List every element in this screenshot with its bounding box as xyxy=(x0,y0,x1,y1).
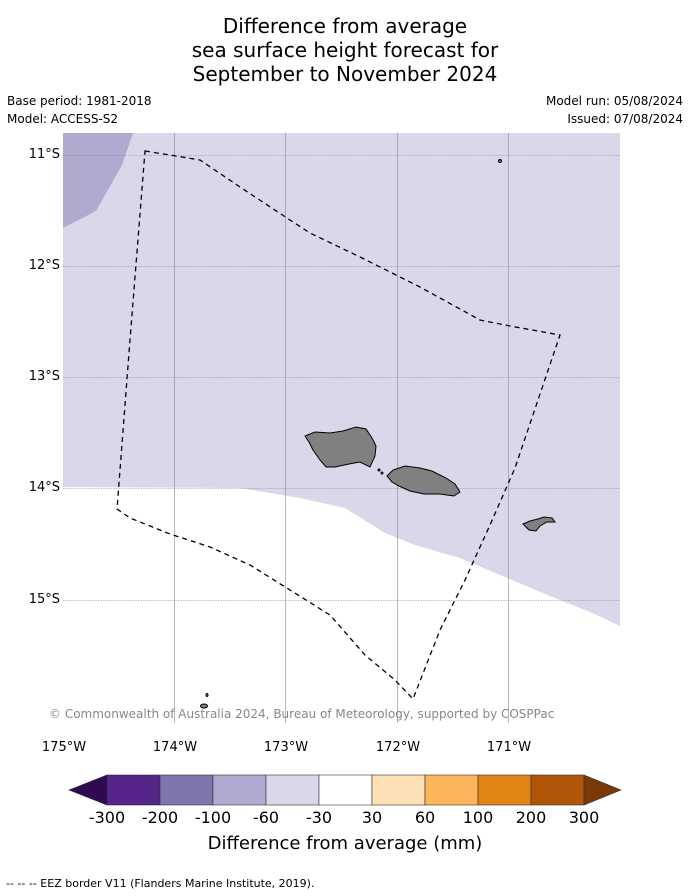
colorbar-tick: 200 xyxy=(515,808,547,827)
issued-text: Issued: 07/08/2024 xyxy=(567,112,683,126)
island-small-south-2 xyxy=(205,693,209,697)
lat-label-15s: 15°S xyxy=(28,592,60,607)
title-line-2: sea surface height forecast for xyxy=(191,38,499,62)
base-period-text: Base period: 1981-2018 xyxy=(7,94,152,108)
lon-label-173w: 173°W xyxy=(263,740,309,755)
eez-legend-note: -- -- -- EEZ border V11 (Flanders Marine… xyxy=(6,877,315,890)
model-text: Model: ACCESS-S2 xyxy=(7,112,119,126)
island-tutuila xyxy=(522,516,556,532)
colorbar-segment-4 xyxy=(265,774,320,806)
island-manono xyxy=(377,468,381,472)
lat-label-13s: 13°S xyxy=(28,369,60,384)
title-line-3: September to November 2024 xyxy=(192,62,498,86)
lon-label-171w: 171°W xyxy=(486,740,532,755)
colorbar-tick: 300 xyxy=(568,808,600,827)
lon-label-175w: 175°W xyxy=(41,740,87,755)
colorbar-segment-1 xyxy=(106,774,161,806)
colorbar-tick: -60 xyxy=(252,808,280,827)
colorbar-tick: 100 xyxy=(462,808,494,827)
anomaly-region-minus60-minus100 xyxy=(63,133,133,228)
land-areas xyxy=(200,159,556,709)
colorbar-tick: -30 xyxy=(305,808,333,827)
island-upolu xyxy=(386,465,461,497)
colorbar-extend-min xyxy=(68,774,108,806)
colorbar-segment-9 xyxy=(530,774,585,806)
lat-label-11s: 11°S xyxy=(28,147,60,162)
island-rose-atoll xyxy=(498,159,502,163)
title-line-1: Difference from average xyxy=(222,14,468,38)
colorbar-tick: 30 xyxy=(361,808,383,827)
colorbar-tick: -200 xyxy=(141,808,179,827)
colorbar xyxy=(68,774,622,806)
copyright-notice: © Commonwealth of Australia 2024, Bureau… xyxy=(49,707,555,721)
lon-label-172w: 172°W xyxy=(375,740,421,755)
colorbar-segment-8 xyxy=(477,774,532,806)
lon-label-174w: 174°W xyxy=(152,740,198,755)
lat-label-14s: 14°S xyxy=(28,480,60,495)
colorbar-segment-7 xyxy=(424,774,479,806)
chart-title: Difference from average sea surface heig… xyxy=(0,14,690,86)
colorbar-segment-5 xyxy=(318,774,373,806)
colorbar-segment-3 xyxy=(212,774,267,806)
island-apolima xyxy=(380,471,384,475)
colorbar-tick: -300 xyxy=(88,808,126,827)
eez-border xyxy=(116,150,561,701)
island-small-south xyxy=(200,703,208,709)
colorbar-extend-max xyxy=(583,774,622,806)
colorbar-tick: -100 xyxy=(194,808,232,827)
map-area xyxy=(63,133,620,723)
model-run-text: Model run: 05/08/2024 xyxy=(545,94,683,108)
colorbar-segment-2 xyxy=(159,774,214,806)
colorbar-tick: 60 xyxy=(414,808,436,827)
gridlines xyxy=(63,133,620,723)
lat-label-12s: 12°S xyxy=(28,258,60,273)
colorbar-segment-6 xyxy=(371,774,426,806)
colorbar-label: Difference from average (mm) xyxy=(207,833,483,854)
anomaly-region-minus30-minus60 xyxy=(63,133,620,626)
island-savaii xyxy=(304,426,377,468)
